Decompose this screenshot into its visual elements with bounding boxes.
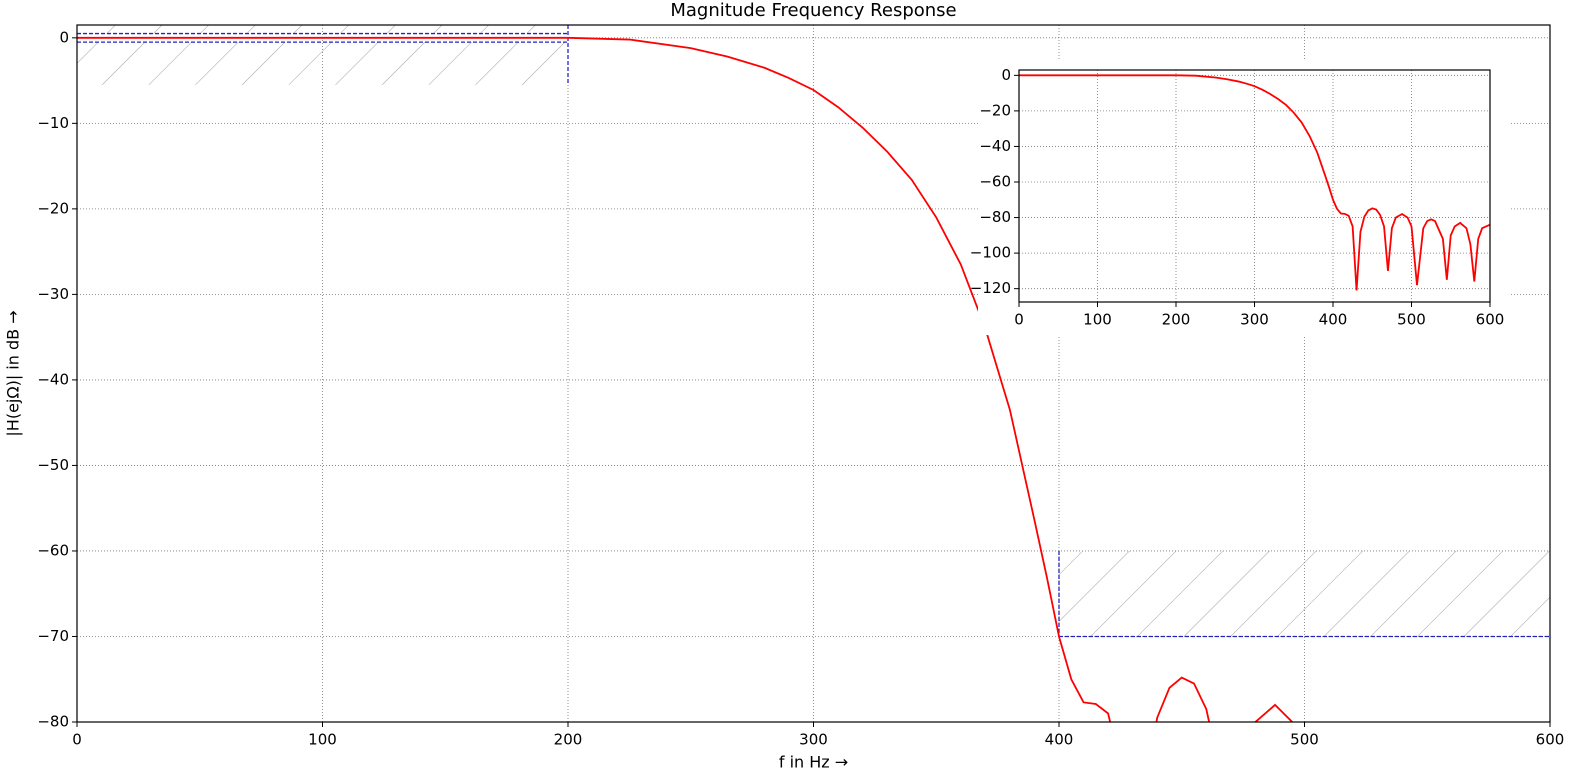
y-tick-label: −20 (37, 199, 69, 217)
passband-hatch (77, 42, 568, 85)
y-tick-label: −60 (979, 173, 1011, 191)
x-tick-label: 300 (799, 731, 828, 749)
x-tick-label: 100 (308, 731, 337, 749)
y-tick-label: −40 (37, 370, 69, 388)
x-tick-label: 400 (1319, 311, 1348, 329)
y-tick-label: −50 (37, 456, 69, 474)
y-tick-label: −30 (37, 285, 69, 303)
x-tick-label: 300 (1240, 311, 1269, 329)
x-tick-label: 500 (1397, 311, 1426, 329)
y-tick-label: −60 (37, 541, 69, 559)
y-axis-label: |H(ejΩ)| in dB → (4, 310, 23, 436)
chart-title: Magnitude Frequency Response (670, 0, 956, 21)
x-tick-label: 0 (1014, 311, 1024, 329)
x-tick-label: 500 (1290, 731, 1319, 749)
x-tick-label: 600 (1476, 311, 1505, 329)
response-line (1019, 74, 1490, 291)
y-tick-label: −120 (970, 279, 1011, 297)
x-tick-label: 600 (1536, 731, 1565, 749)
y-tick-label: −70 (37, 627, 69, 645)
x-tick-label: 100 (1083, 311, 1112, 329)
x-tick-label: 400 (1045, 731, 1074, 749)
plot-area (1019, 70, 1490, 302)
y-tick-label: 0 (59, 28, 69, 46)
inset-background (978, 60, 1510, 335)
passband-hatch (77, 25, 568, 34)
y-tick-label: −80 (979, 208, 1011, 226)
stopband-hatch (1059, 550, 1550, 637)
x-axis-label: f in Hz → (779, 753, 848, 772)
y-tick-label: −80 (37, 713, 69, 731)
y-tick-label: −40 (979, 137, 1011, 155)
y-tick-label: 0 (1001, 66, 1011, 84)
response-line (77, 36, 1294, 722)
x-tick-label: 200 (1162, 311, 1191, 329)
y-tick-label: −10 (37, 114, 69, 132)
x-tick-label: 0 (72, 731, 82, 749)
x-tick-label: 200 (554, 731, 583, 749)
y-tick-label: −20 (979, 101, 1011, 119)
y-tick-label: −100 (970, 244, 1011, 262)
